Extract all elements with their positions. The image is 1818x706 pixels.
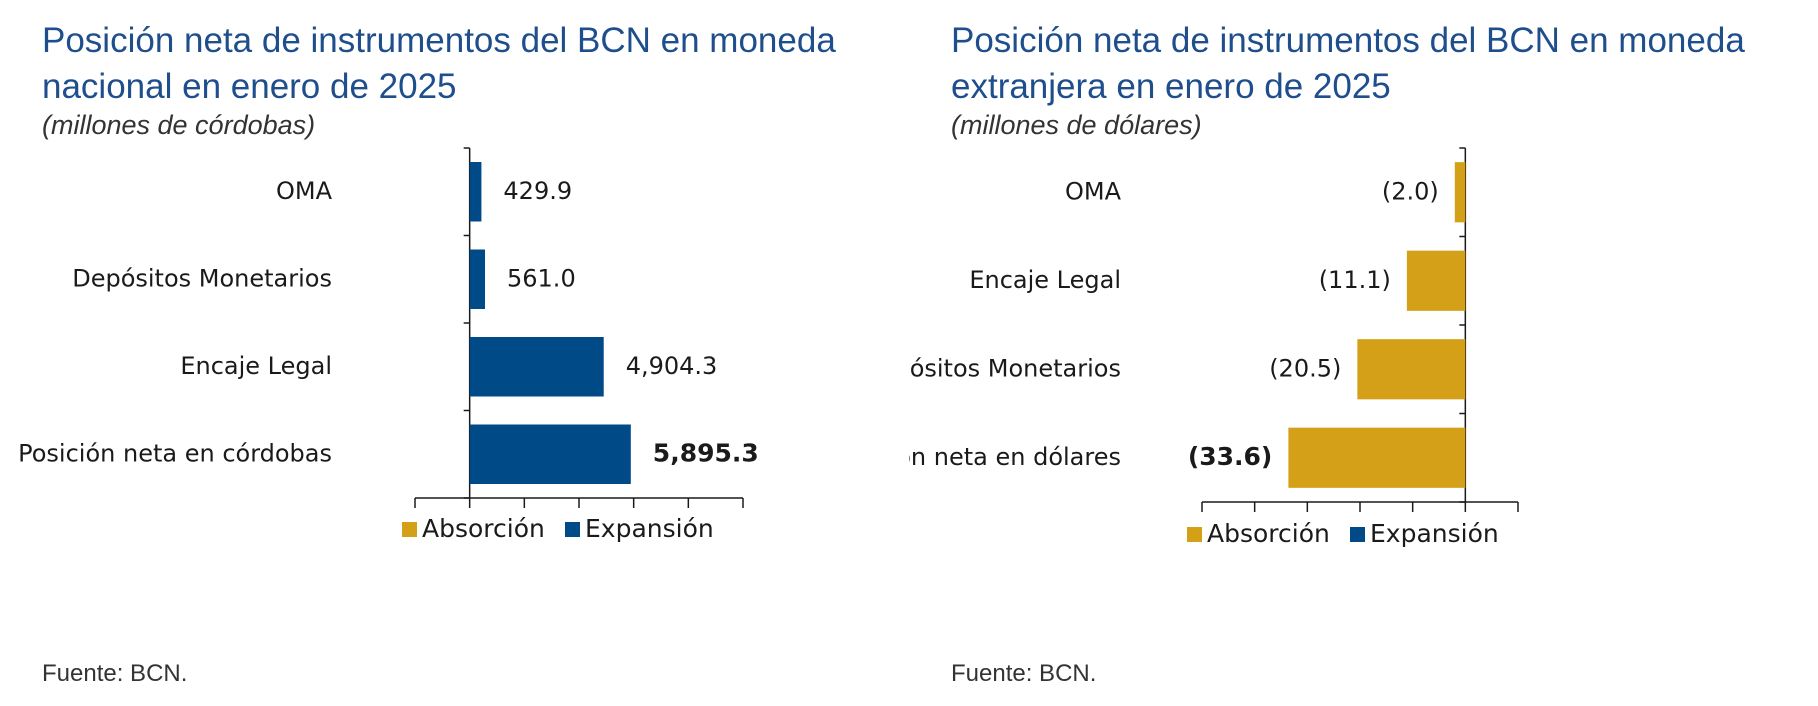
- data-label: (2.0): [1382, 177, 1439, 205]
- bar: [1288, 427, 1466, 488]
- chart-panel-moneda-nacional: Posición neta de instrumentos del BCN en…: [18, 21, 836, 687]
- data-label: (33.6): [1188, 442, 1273, 471]
- category-label: Encaje Legal: [180, 352, 332, 380]
- bar: [469, 424, 631, 484]
- legend-label-expansion: Expansión: [585, 514, 714, 543]
- bar: [469, 249, 486, 309]
- chart-subtitle: (millones de dólares): [951, 110, 1202, 140]
- bar: [469, 337, 604, 397]
- legend-swatch-expansion: [1350, 527, 1365, 542]
- data-label: 561.0: [507, 264, 576, 292]
- bar: [1406, 250, 1466, 311]
- data-label: 4,904.3: [626, 352, 718, 380]
- chart-panel-moneda-extranjera: Posición neta de instrumentos del BCN en…: [909, 0, 1818, 706]
- category-label: Depósitos Monetarios: [72, 264, 332, 292]
- source-note: Fuente: BCN.: [42, 660, 188, 687]
- category-label: Depósitos Monetarios: [909, 354, 1121, 382]
- source-note: Fuente: BCN.: [951, 660, 1097, 687]
- data-label: 5,895.3: [653, 438, 759, 467]
- bar-chart-dolares: OMA (2.0) Encaje Legal (11.1) Depósitos Mone…: [909, 147, 1519, 548]
- category-label: Encaje Legal: [969, 266, 1121, 294]
- data-label: 429.9: [503, 177, 572, 205]
- category-label: Posición neta en córdobas: [18, 439, 332, 467]
- chart-title: Posición neta de instrumentos del BCN en…: [42, 21, 836, 106]
- bar-chart-cordobas: OMA 429.9 Depósitos Monetarios 561.0 Encaje …: [18, 147, 759, 543]
- legend-swatch-absorcion: [1187, 527, 1202, 542]
- category-label: OMA: [276, 177, 333, 205]
- category-label: Posición neta en dólares: [909, 443, 1121, 471]
- legend-swatch-absorcion: [402, 522, 417, 537]
- chart-subtitle: (millones de córdobas): [42, 110, 316, 140]
- data-label: (11.1): [1319, 266, 1391, 294]
- legend-label-absorcion: Absorción: [422, 514, 545, 543]
- legend-label-expansion: Expansión: [1370, 519, 1499, 548]
- chart-title: Posición neta de instrumentos del BCN en…: [951, 21, 1745, 106]
- bar: [469, 162, 482, 222]
- legend-label-absorcion: Absorción: [1207, 519, 1330, 548]
- bar: [1454, 162, 1466, 223]
- category-label: OMA: [1065, 177, 1122, 205]
- bar: [1357, 339, 1466, 400]
- data-label: (20.5): [1269, 354, 1341, 382]
- legend-swatch-expansion: [565, 522, 580, 537]
